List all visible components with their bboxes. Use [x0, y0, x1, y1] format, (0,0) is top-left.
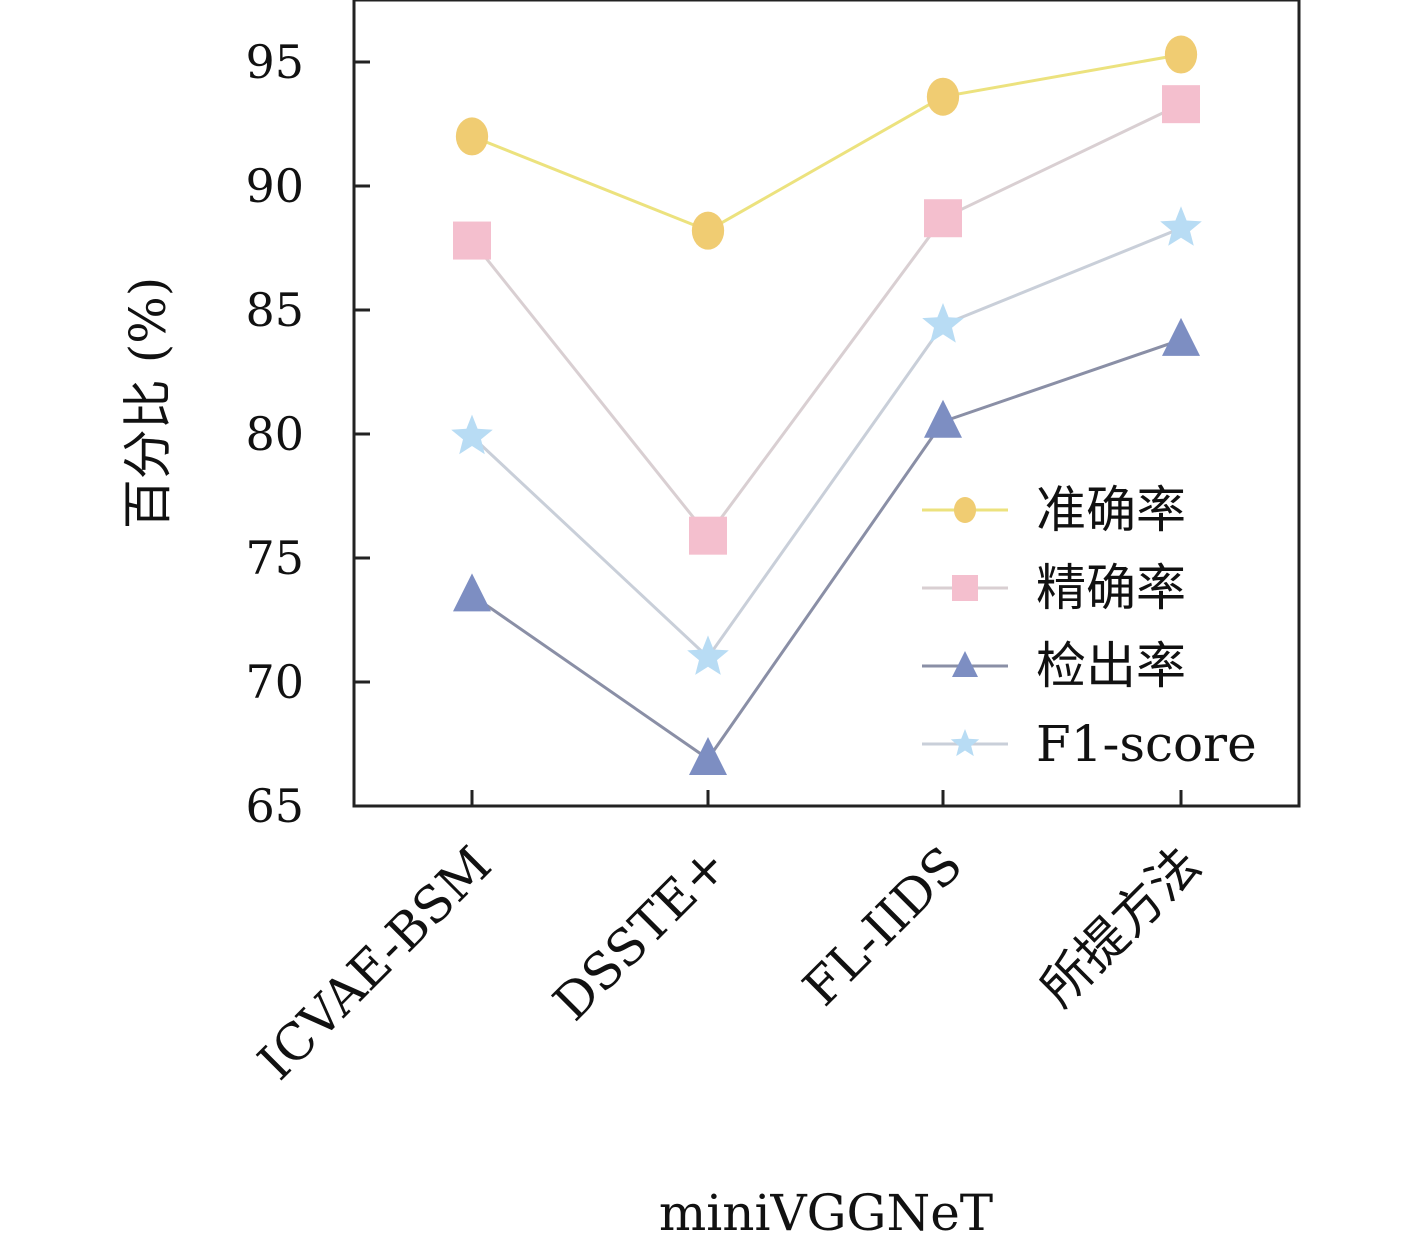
legend-label: 准确率: [1036, 481, 1186, 539]
data-point-star: [922, 303, 964, 343]
x-tick-label: DSSTE+: [542, 835, 738, 1031]
data-point-triangle: [689, 737, 727, 776]
y-axis-title: 百分比 (%): [119, 277, 177, 529]
legend-marker-star: [950, 729, 980, 757]
data-point-circle: [1164, 35, 1198, 74]
data-point-square: [689, 516, 727, 555]
legend-marker-triangle: [952, 651, 978, 678]
x-axis: ICVAE-BSM DSSTE+ FL-IIDS 所提方法: [247, 790, 1211, 1091]
data-point-square: [1162, 85, 1200, 124]
y-tick-label: 70: [245, 655, 304, 709]
data-point-circle: [455, 117, 489, 156]
data-point-triangle: [1162, 317, 1200, 356]
legend-marker-square: [952, 575, 978, 601]
legend-item: 检出率: [922, 637, 1186, 695]
x-tick-label: ICVAE-BSM: [247, 835, 503, 1091]
y-axis: 65 70 75 80 85 90 95: [245, 35, 370, 833]
series-circle: [455, 35, 1198, 250]
legend-label: 精确率: [1036, 559, 1186, 617]
data-point-star: [451, 414, 493, 455]
legend-marker-circle: [953, 497, 977, 523]
data-point-triangle: [453, 573, 491, 612]
series-line: [471, 338, 1182, 761]
data-point-square: [453, 221, 491, 260]
data-point-triangle: [924, 399, 962, 438]
y-tick-label: 95: [245, 35, 304, 89]
series-layer: [451, 35, 1202, 776]
data-point-star: [687, 635, 729, 675]
legend-item: F1-score: [922, 715, 1257, 773]
series-line: [471, 53, 1182, 233]
data-point-circle: [926, 77, 960, 116]
series-star: [451, 206, 1202, 675]
y-tick-label: 75: [245, 531, 304, 585]
data-point-star: [1160, 206, 1202, 246]
series-triangle: [453, 317, 1200, 776]
series-square: [453, 85, 1200, 555]
series-line: [470, 226, 1182, 660]
data-point-circle: [691, 211, 725, 250]
legend-item: 准确率: [922, 481, 1186, 539]
y-tick-label: 80: [245, 407, 304, 461]
legend-item: 精确率: [922, 559, 1186, 617]
plot-frame: [352, 0, 1301, 808]
y-tick-label: 65: [245, 779, 304, 833]
x-axis-title: miniVGGNeT: [659, 1184, 993, 1242]
legend-label: F1-score: [1036, 715, 1257, 773]
series-line: [470, 102, 1182, 539]
y-tick-label: 90: [245, 159, 304, 213]
data-point-square: [924, 199, 962, 238]
x-tick-label: FL-IIDS: [792, 835, 973, 1016]
legend-label: 检出率: [1036, 637, 1186, 695]
x-tick-label: 所提方法: [1029, 835, 1211, 1017]
y-tick-label: 85: [245, 283, 304, 337]
